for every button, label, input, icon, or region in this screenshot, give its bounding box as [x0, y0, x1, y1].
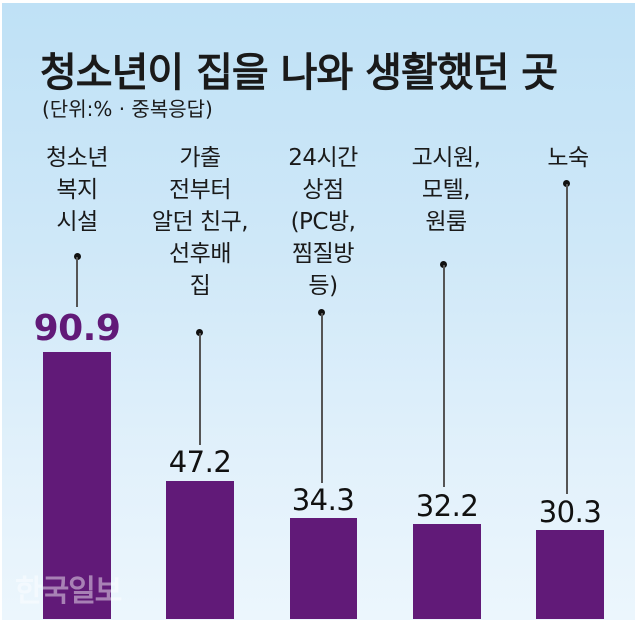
bar-4: [413, 524, 481, 619]
category-label-2: 가출 전부터 알던 친구, 선후배 집: [151, 145, 249, 299]
category-label-5: 노숙: [547, 145, 589, 171]
chart-title: 청소년이 집을 나와 생활했던 곳: [40, 50, 558, 96]
connector-line-5: [566, 184, 568, 494]
connector-line-4: [443, 265, 445, 487]
bar-2: [166, 481, 234, 619]
connector-dot-5: [563, 180, 570, 187]
watermark-logo: 한국일보: [15, 574, 122, 609]
bar-3: [290, 518, 357, 619]
chart-subtitle: (단위:% · 중복응답): [42, 97, 213, 121]
connector-line-1: [76, 257, 78, 307]
category-label-4: 고시원, 모텔, 원룸: [411, 145, 481, 235]
value-label-5: 30.3: [538, 495, 602, 529]
connector-dot-2: [196, 329, 203, 336]
connector-line-2: [199, 333, 201, 445]
value-label-1: 90.9: [33, 308, 121, 349]
connector-dot-1: [74, 253, 81, 260]
value-label-4: 32.2: [415, 489, 479, 523]
bar-5: [536, 530, 604, 619]
category-label-3: 24시간 상점 (PC방, 찜질방 등): [288, 145, 358, 299]
connector-line-3: [321, 313, 323, 483]
bar-1: [43, 352, 111, 619]
connector-dot-3: [318, 309, 325, 316]
value-label-2: 47.2: [168, 445, 232, 479]
category-label-1: 청소년 복지 시설: [46, 145, 108, 235]
value-label-3: 34.3: [291, 483, 355, 517]
connector-dot-4: [440, 261, 447, 268]
